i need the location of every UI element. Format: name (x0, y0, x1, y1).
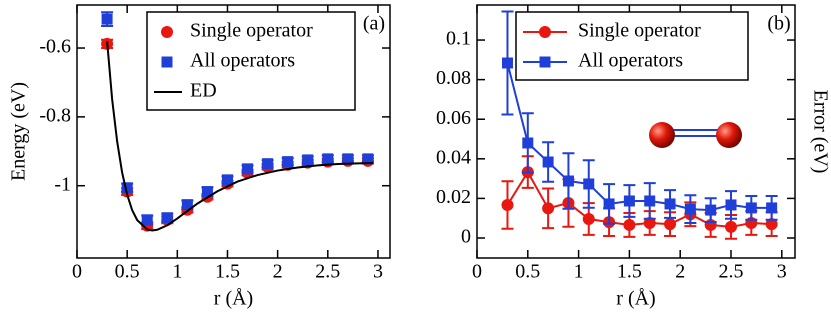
marker (262, 158, 274, 170)
marker (664, 198, 676, 210)
series-line (106, 41, 373, 232)
legend-label: All operators (190, 50, 295, 72)
y-tick-label: -0.8 (39, 104, 71, 126)
marker (542, 202, 555, 215)
molecule-icon (649, 122, 742, 148)
y-tick-label: 0.02 (436, 186, 471, 208)
x-tick-label: 2.5 (718, 261, 743, 283)
x-tick-label: 2 (675, 261, 685, 283)
legend: Single operator All operators ED (146, 11, 356, 111)
y-tick-label: -0.6 (39, 36, 71, 58)
marker (766, 202, 778, 214)
marker (725, 199, 737, 211)
legend-label: All operators (578, 50, 683, 72)
plot-area (501, 10, 778, 240)
y-tick-label: 0.06 (436, 107, 471, 129)
marker (201, 186, 213, 198)
legend-box (146, 11, 356, 111)
marker (101, 13, 113, 25)
x-tick-label: 1.5 (215, 261, 240, 283)
legend-label: Single operator (190, 20, 313, 42)
x-tick-label: 1 (172, 261, 182, 283)
marker (181, 199, 193, 211)
x-tick-label: 3 (777, 261, 787, 283)
x-axis-label: r (Å) (214, 288, 253, 310)
marker (643, 216, 656, 229)
x-tick-label: 1 (574, 261, 584, 283)
marker (242, 163, 254, 175)
y-tick-label: 0.1 (446, 28, 471, 50)
marker (501, 57, 513, 69)
x-tick-label: 3 (373, 261, 383, 283)
x-tick-label: 2.5 (315, 261, 340, 283)
legend-label: ED (190, 80, 217, 102)
plot-area (101, 11, 374, 232)
y-axis-label: Energy (eV) (8, 82, 30, 181)
marker (623, 195, 635, 207)
marker (765, 218, 778, 231)
y-tick-label: 0.08 (436, 67, 471, 89)
x-tick-label: 2 (273, 261, 283, 283)
marker (141, 214, 153, 226)
marker (121, 182, 133, 194)
marker (161, 26, 173, 38)
plot-frame (76, 4, 391, 259)
marker (302, 154, 314, 166)
y-tick-label: 0 (461, 226, 471, 248)
marker (664, 218, 677, 231)
x-tick-label: 0 (72, 261, 82, 283)
legend-label: Single operator (578, 20, 701, 42)
marker (705, 204, 717, 216)
x-tick-label: 0 (472, 261, 482, 283)
marker (684, 203, 696, 215)
marker (562, 175, 574, 187)
y-tick-label: -1 (54, 173, 71, 195)
marker (342, 153, 354, 165)
marker (644, 195, 656, 207)
marker (539, 56, 551, 68)
marker (161, 56, 173, 68)
panel-label: (a) (363, 13, 385, 35)
marker (221, 174, 233, 186)
marker (282, 156, 294, 168)
panel-label: (b) (767, 13, 790, 35)
marker (322, 153, 334, 165)
marker (161, 212, 173, 224)
x-axis-label: r (Å) (616, 288, 655, 310)
marker (362, 153, 374, 165)
y-axis-label: Error (eV) (809, 90, 831, 174)
x-tick-label: 0.5 (115, 261, 140, 283)
marker (582, 213, 595, 226)
marker (501, 198, 514, 211)
x-tick-label: 1.5 (617, 261, 642, 283)
legend-box (515, 11, 749, 81)
marker (539, 26, 551, 38)
legend: Single operator All operators (515, 11, 749, 81)
y-tick-label: 0.04 (436, 146, 471, 168)
marker (522, 137, 534, 149)
marker (542, 156, 554, 168)
plot-frame (476, 4, 796, 259)
marker (583, 178, 595, 190)
marker (745, 202, 757, 214)
x-tick-label: 0.5 (515, 261, 540, 283)
marker (623, 218, 636, 231)
marker (603, 198, 615, 210)
marker (724, 220, 737, 233)
